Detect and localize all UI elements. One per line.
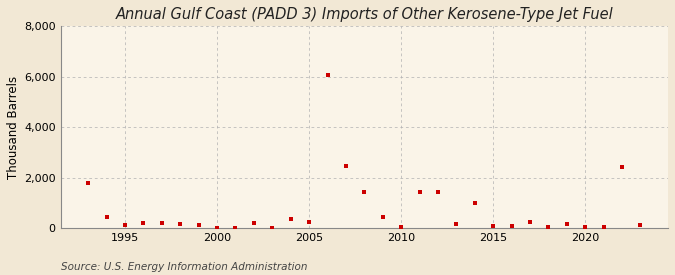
Point (617, 165, 628, 169)
Point (340, 163, 351, 168)
Point (396, 224, 406, 229)
Point (580, 224, 591, 229)
Point (488, 224, 499, 228)
Point (562, 222, 572, 226)
Point (414, 190, 425, 194)
Point (286, 217, 296, 221)
Text: Source: U.S. Energy Information Administration: Source: U.S. Energy Information Administ… (61, 262, 307, 272)
Point (543, 225, 554, 230)
Point (598, 225, 609, 230)
Point (138, 221, 148, 225)
Point (524, 220, 535, 224)
Point (212, 226, 223, 230)
Point (433, 190, 443, 195)
Point (506, 224, 517, 228)
Point (157, 221, 167, 226)
Point (635, 223, 646, 228)
Point (267, 226, 277, 230)
Point (469, 200, 480, 205)
Point (83, 181, 94, 185)
Point (322, 72, 333, 77)
Point (230, 226, 241, 230)
Point (359, 190, 370, 195)
Point (175, 222, 186, 226)
Point (193, 223, 204, 227)
Point (101, 215, 112, 219)
Y-axis label: Thousand Barrels: Thousand Barrels (7, 76, 20, 179)
Point (248, 221, 259, 225)
Point (451, 222, 462, 226)
Title: Annual Gulf Coast (PADD 3) Imports of Other Kerosene-Type Jet Fuel: Annual Gulf Coast (PADD 3) Imports of Ot… (115, 7, 613, 22)
Point (119, 223, 130, 228)
Point (304, 219, 315, 224)
Point (377, 214, 388, 219)
